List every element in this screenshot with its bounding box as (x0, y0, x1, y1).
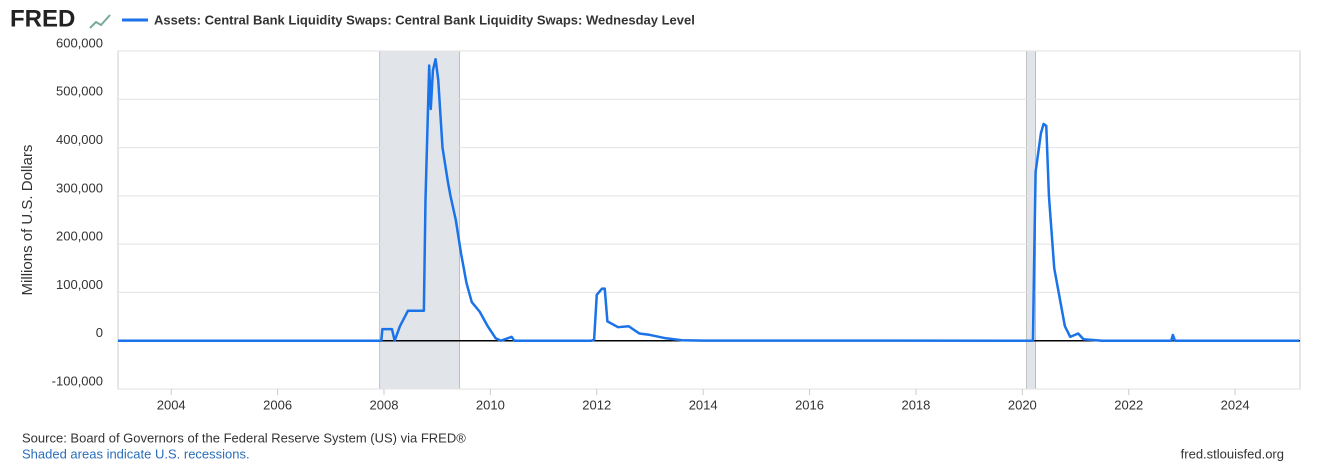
y-tick-label: 0 (96, 325, 103, 340)
plot-area (117, 50, 1301, 390)
x-tick-label: 2020 (1008, 397, 1037, 412)
x-tick-label: 2006 (263, 397, 292, 412)
y-tick-label: 600,000 (56, 35, 103, 50)
y-tick-label: -100,000 (52, 373, 103, 388)
recession-shade (379, 50, 460, 390)
y-axis-label: Millions of U.S. Dollars (19, 145, 36, 296)
legend-label: Assets: Central Bank Liquidity Swaps: Ce… (154, 12, 695, 27)
x-tick-label: 2022 (1114, 397, 1143, 412)
x-tick-label: 2010 (476, 397, 505, 412)
y-tick-label: 100,000 (56, 277, 103, 292)
data-line (118, 57, 1299, 342)
y-tick-label: 500,000 (56, 84, 103, 99)
x-tick-label: 2004 (157, 397, 186, 412)
site-url[interactable]: fred.stlouisfed.org (1181, 446, 1284, 461)
y-tick-label: 400,000 (56, 132, 103, 147)
brand-logo: FRED (10, 5, 75, 32)
y-tick-label: 300,000 (56, 180, 103, 195)
source: Source: Board of Governors of the Federa… (22, 430, 466, 445)
x-tick-label: 2014 (689, 397, 718, 412)
recession-note[interactable]: Shaded areas indicate U.S. recessions. (22, 446, 250, 461)
x-tick-label: 2012 (582, 397, 611, 412)
x-tick-label: 2016 (795, 397, 824, 412)
x-tick-label: 2018 (901, 397, 930, 412)
logo-icon (89, 14, 111, 29)
x-tick-label: 2008 (370, 397, 399, 412)
x-tick-label: 2024 (1221, 397, 1250, 412)
y-tick-label: 200,000 (56, 229, 103, 244)
